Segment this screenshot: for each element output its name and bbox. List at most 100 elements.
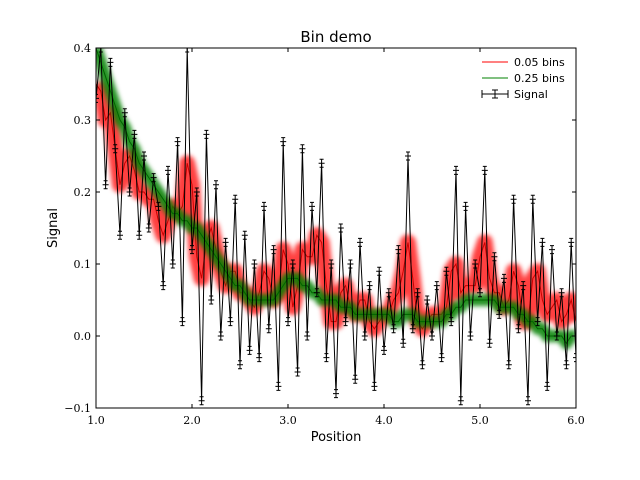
- data-point: [443, 266, 450, 276]
- data-point: [361, 331, 368, 341]
- data-point: [227, 317, 234, 327]
- x-tick-label: 6.0: [567, 414, 585, 427]
- data-point: [342, 317, 349, 327]
- data-point: [275, 381, 282, 391]
- y-tick-label: 0.1: [74, 258, 92, 271]
- data-point: [251, 259, 258, 269]
- data-point: [438, 353, 445, 363]
- data-point: [237, 360, 243, 370]
- data-point: [289, 259, 296, 269]
- data-point: [241, 230, 248, 240]
- data-point: [510, 194, 517, 204]
- data-point: [203, 129, 210, 139]
- x-tick-label: 2.0: [183, 414, 201, 427]
- x-axis-label: Position: [311, 430, 362, 445]
- data-point: [169, 259, 176, 269]
- data-point: [381, 345, 387, 355]
- data-point: [309, 201, 315, 211]
- y-tick-label: 0.0: [74, 330, 92, 343]
- x-tick-label: 3.0: [279, 414, 297, 427]
- data-point: [424, 295, 431, 305]
- data-point: [280, 137, 287, 147]
- data-point: [208, 295, 215, 305]
- data-point: [270, 245, 277, 255]
- data-point: [376, 266, 383, 276]
- data-point: [544, 381, 551, 391]
- data-point: [174, 137, 181, 147]
- data-point: [419, 360, 426, 370]
- data-point: [352, 374, 359, 384]
- data-point: [400, 338, 407, 348]
- data-point: [323, 353, 330, 363]
- data-point: [409, 324, 416, 334]
- data-point: [525, 396, 531, 406]
- chart-title: Bin demo: [300, 28, 371, 46]
- y-axis-label: Signal: [46, 208, 61, 248]
- data-point: [261, 201, 267, 211]
- data-point: [429, 331, 435, 341]
- y-tick-label: 0.3: [74, 114, 92, 127]
- data-point: [165, 165, 171, 175]
- data-point: [333, 389, 339, 399]
- data-point: [213, 180, 219, 190]
- data-point: [222, 237, 229, 247]
- data-point: [294, 367, 301, 377]
- x-tick-label: 4.0: [375, 414, 393, 427]
- data-point: [189, 245, 195, 255]
- data-point: [285, 317, 291, 327]
- data-point: [553, 331, 560, 341]
- y-tick-label: 0.2: [74, 186, 92, 199]
- legend-marker: [481, 89, 509, 99]
- data-point: [107, 57, 114, 67]
- data-point: [453, 165, 459, 175]
- data-point: [357, 237, 363, 247]
- data-point: [486, 338, 493, 348]
- data-point: [141, 151, 147, 161]
- data-point: [549, 245, 555, 255]
- data-point: [414, 288, 421, 298]
- series-line: [96, 48, 576, 345]
- data-point: [501, 273, 507, 283]
- data-point: [232, 194, 239, 204]
- data-point: [539, 237, 546, 247]
- x-tick-label: 1.0: [87, 414, 105, 427]
- y-tick-label: 0.4: [74, 42, 92, 55]
- data-point: [265, 324, 272, 334]
- data-point: [520, 281, 527, 291]
- legend-label: 0.05 bins: [514, 56, 565, 69]
- data-point: [481, 165, 488, 175]
- data-point: [256, 353, 263, 363]
- data-point: [395, 245, 402, 255]
- data-point: [313, 288, 320, 298]
- data-point: [534, 317, 541, 327]
- legend: 0.05 bins 0.25 bins Signal: [481, 56, 565, 101]
- data-point: [371, 381, 378, 391]
- data-point: [405, 151, 411, 161]
- data-point: [145, 223, 152, 233]
- data-point: [505, 360, 512, 370]
- data-point: [390, 324, 397, 334]
- data-point: [155, 201, 162, 211]
- data-point: [117, 230, 123, 240]
- data-point: [347, 259, 354, 269]
- data-point: [337, 223, 344, 233]
- y-tick-label: −0.1: [64, 402, 91, 415]
- data-point: [217, 331, 224, 341]
- data-point: [491, 252, 498, 262]
- data-point: [496, 309, 503, 319]
- data-point: [318, 158, 325, 168]
- data-point: [198, 396, 205, 406]
- x-tick-label: 5.0: [471, 414, 489, 427]
- data-point: [448, 317, 455, 327]
- axes-frame: [95, 47, 577, 409]
- plot-area: [96, 48, 576, 406]
- data-point: [102, 180, 109, 190]
- data-point: [433, 281, 440, 291]
- data-point: [366, 281, 373, 291]
- data-point: [136, 230, 143, 240]
- data-point: [121, 108, 128, 118]
- data-point: [131, 129, 138, 139]
- data-point: [150, 173, 157, 183]
- data-point: [462, 201, 469, 211]
